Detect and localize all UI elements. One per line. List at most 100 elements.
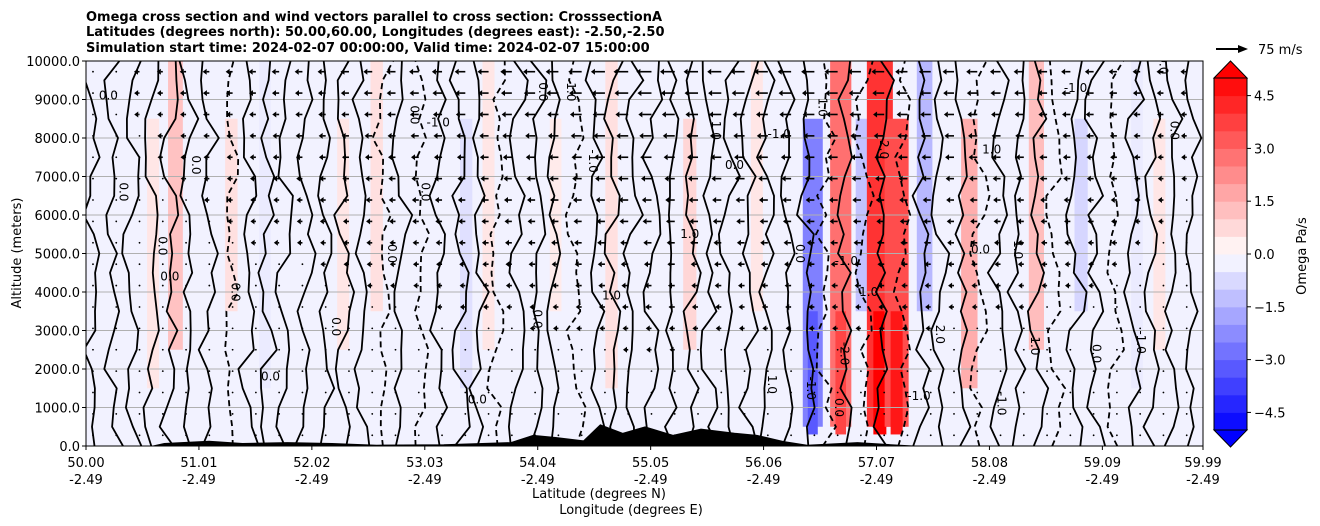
wind-arrow (580, 413, 583, 415)
wind-arrow (208, 306, 211, 308)
wind-arrow (552, 282, 559, 289)
contour-line (1184, 61, 1203, 446)
wind-arrow (661, 111, 675, 118)
x-tick-label-lat: 56.06 (745, 456, 782, 471)
wind-arrow (432, 111, 443, 118)
wind-arrow (813, 370, 816, 373)
wind-arrow (1087, 239, 1094, 246)
wind-arrow (1185, 327, 1188, 330)
contour-line (1123, 61, 1146, 446)
x-axis-label-longitude: Longitude (degrees E) (559, 503, 703, 518)
wind-arrow (417, 348, 420, 351)
omega-band (750, 61, 763, 312)
wind-arrow (371, 434, 374, 437)
contour-label: 1.0 (765, 375, 779, 394)
wind-arrow (736, 239, 745, 246)
wind-arrow (343, 239, 349, 246)
wind-arrow (808, 303, 815, 310)
wind-arrow (134, 90, 140, 97)
wind-arrow (713, 239, 722, 246)
wind-arrow (278, 348, 281, 351)
wind-arrow (505, 239, 512, 246)
wind-arrow (318, 154, 326, 161)
wind-arrow (527, 197, 536, 204)
wind-arrow (808, 325, 815, 332)
wind-arrow (1062, 132, 1071, 139)
wind-arrow (365, 175, 373, 182)
wind-arrow (627, 413, 630, 415)
wind-arrow (250, 218, 256, 225)
wind-arrow (925, 303, 931, 310)
wind-arrow (324, 284, 327, 287)
wind-arrow (464, 391, 467, 394)
x-axis-label-latitude: Latitude (degrees N) (532, 487, 666, 502)
wind-arrow (715, 325, 722, 332)
wind-arrow (435, 239, 443, 246)
wind-arrow (836, 370, 839, 373)
contour-line (930, 61, 951, 446)
wind-arrow (479, 154, 489, 161)
wind-arrow (534, 391, 537, 394)
wind-arrow (1092, 370, 1095, 373)
wind-arrow (208, 241, 211, 244)
contour-line (641, 61, 664, 446)
wind-arrow (500, 68, 512, 75)
wind-arrow (1046, 327, 1048, 330)
wind-arrow (1162, 263, 1165, 266)
wind-arrow (921, 154, 931, 161)
contour-line (1106, 61, 1125, 446)
wind-arrow (417, 327, 420, 330)
wind-arrow (1180, 68, 1187, 75)
y-axis: 0.0 1000.0 2000.0 3000.0 4000.0 5000.0 6000.0 7… (26, 55, 86, 455)
wind-arrow (877, 282, 885, 289)
wind-arrow (604, 370, 606, 373)
wind-arrow (1157, 197, 1164, 204)
wind-arrow (802, 111, 815, 118)
contour-line (1142, 61, 1162, 446)
wind-arrow (254, 370, 257, 373)
wind-arrow (371, 391, 374, 394)
wind-arrow (185, 370, 187, 373)
wind-arrow (161, 284, 164, 287)
wind-arrow (92, 263, 94, 266)
wind-arrow (481, 218, 489, 225)
wind-arrow (185, 391, 187, 394)
wind-arrow (929, 434, 932, 437)
omega-core (890, 311, 903, 435)
wind-arrow (967, 111, 978, 118)
wind-arrow (417, 391, 420, 394)
wind-arrow (1092, 413, 1095, 415)
wind-arrow (993, 218, 1001, 225)
wind-arrow (848, 90, 861, 97)
wind-arrow (720, 391, 723, 394)
wind-arrow (875, 197, 885, 204)
wind-arrow (320, 261, 326, 268)
wind-arrow (115, 241, 118, 244)
wind-arrow (569, 111, 582, 118)
wind-arrow (502, 154, 512, 161)
wind-arrow (1162, 348, 1165, 351)
y-tick-label: 4000.0 (35, 286, 81, 301)
wind-vectors (92, 68, 1188, 437)
wind-arrow (92, 413, 94, 415)
wind-arrow (1014, 111, 1024, 118)
wind-arrow (875, 175, 885, 182)
wind-arrow (435, 218, 443, 225)
wind-arrow (994, 282, 1001, 289)
wind-arrow (138, 177, 141, 180)
wind-arrow (575, 282, 582, 289)
contour-line (103, 61, 124, 446)
wind-arrow (317, 68, 326, 75)
wind-arrow (968, 132, 978, 139)
wind-arrow (1139, 327, 1142, 330)
wind-arrow (458, 239, 466, 246)
wind-arrow (976, 391, 979, 394)
wind-arrow (1063, 175, 1071, 182)
contour-label: -1.0 (804, 377, 818, 400)
wind-arrow (455, 111, 466, 118)
wind-arrow (899, 218, 908, 225)
wind-arrow (318, 111, 326, 118)
wind-arrow (948, 303, 955, 310)
contour-line (178, 61, 200, 446)
wind-arrow (254, 348, 257, 351)
